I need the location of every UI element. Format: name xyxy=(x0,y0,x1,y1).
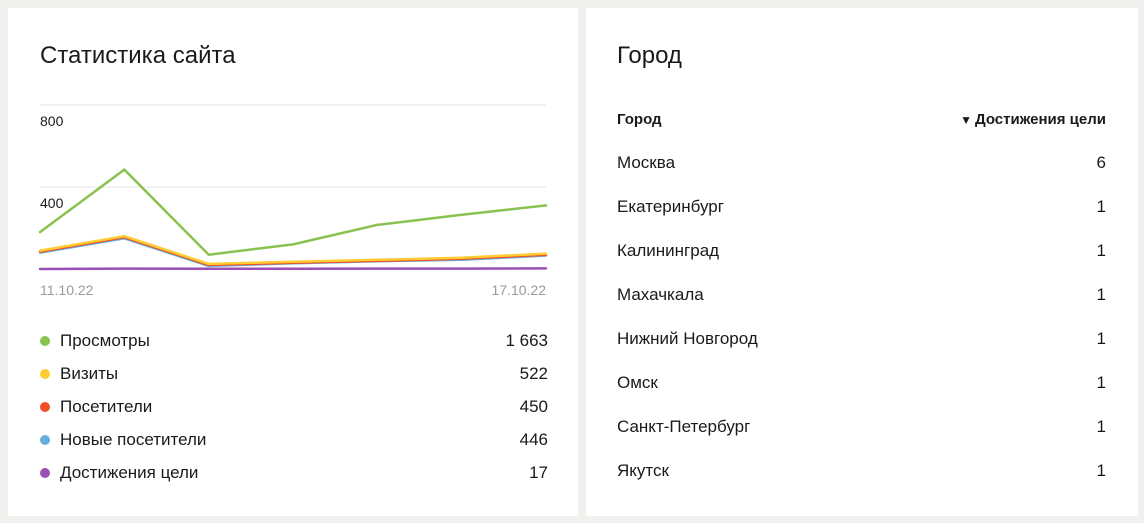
legend-value: 450 xyxy=(519,396,548,416)
legend-value: 17 xyxy=(529,462,548,482)
goal-count-cell: 1 xyxy=(1096,329,1106,348)
city-cell: Екатеринбург xyxy=(617,197,724,216)
views-legend-dot-icon xyxy=(40,335,50,346)
city-cell: Калининград xyxy=(617,241,720,260)
city-cell: Якутск xyxy=(617,461,669,480)
table-row[interactable]: Якутск 1 xyxy=(617,449,1106,493)
site-stats-title: Статистика сайта xyxy=(40,42,236,69)
city-cell: Москва xyxy=(617,153,676,172)
goal-reaches-legend-dot-icon xyxy=(40,467,50,478)
legend-item-visits[interactable]: Визиты 522 xyxy=(40,357,548,390)
y-tick-label: 400 xyxy=(40,195,64,211)
goal-header-label: Достижения цели xyxy=(974,110,1106,128)
legend-label: Достижения цели xyxy=(60,462,199,482)
goal-count-cell: 1 xyxy=(1096,241,1106,260)
city-card-title: Город xyxy=(617,42,682,69)
series-line xyxy=(38,168,548,256)
city-column-header[interactable]: Город xyxy=(617,110,662,128)
legend-value: 446 xyxy=(519,429,548,449)
legend-label: Новые посетители xyxy=(60,429,207,449)
new-visitors-legend-dot-icon xyxy=(40,434,50,445)
legend-label: Просмотры xyxy=(60,330,150,350)
x-tick-label: 17.10.22 xyxy=(492,282,547,298)
table-row[interactable]: Москва 6 xyxy=(617,141,1106,185)
table-header-row: Город ▼ Достижения цели xyxy=(617,97,1106,141)
series-line xyxy=(38,267,548,271)
goal-count-cell: 1 xyxy=(1096,373,1106,392)
city-cell: Санкт-Петербург xyxy=(617,417,751,436)
legend-label: Посетители xyxy=(60,396,153,416)
table-row[interactable]: Санкт-Петербург 1 xyxy=(617,405,1106,449)
legend-item-visitors[interactable]: Посетители 450 xyxy=(40,390,548,423)
site-stats-card: Статистика сайта 800 400 11.10.22 17.10.22 … xyxy=(8,8,578,516)
legend-value: 522 xyxy=(519,363,548,383)
table-row[interactable]: Омск 1 xyxy=(617,361,1106,405)
legend-value: 1 663 xyxy=(505,330,548,350)
city-cell: Махачкала xyxy=(617,285,704,304)
city-table: Город ▼ Достижения цели Москва 6 Екатерин… xyxy=(617,97,1106,493)
table-row[interactable]: Махачкала 1 xyxy=(617,273,1106,317)
legend-item-views[interactable]: Просмотры 1 663 xyxy=(40,324,548,357)
table-row[interactable]: Нижний Новгород 1 xyxy=(617,317,1106,361)
y-tick-label: 800 xyxy=(40,113,64,129)
legend-item-goal-reaches[interactable]: Достижения цели 17 xyxy=(40,456,548,489)
goal-count-cell: 1 xyxy=(1096,417,1106,436)
visitors-legend-dot-icon xyxy=(40,401,50,412)
goal-count-cell: 1 xyxy=(1096,285,1106,304)
visits-legend-dot-icon xyxy=(40,368,50,379)
goal-count-cell: 1 xyxy=(1096,461,1106,480)
goal-count-cell: 1 xyxy=(1096,197,1106,216)
legend-item-new-visitors[interactable]: Новые посетители 446 xyxy=(40,423,548,456)
city-card: Город Город ▼ Достижения цели Москва 6 Ек… xyxy=(586,8,1138,516)
chart-legend: Просмотры 1 663 Визиты 522 Посетители 45… xyxy=(40,324,548,489)
goal-count-cell: 6 xyxy=(1096,153,1106,172)
sort-desc-icon: ▼ xyxy=(960,112,972,127)
table-row[interactable]: Екатеринбург 1 xyxy=(617,185,1106,229)
x-tick-label: 11.10.22 xyxy=(40,282,94,298)
legend-label: Визиты xyxy=(60,363,119,383)
city-cell: Нижний Новгород xyxy=(617,329,758,348)
site-stats-line-chart[interactable]: 800 400 11.10.22 17.10.22 xyxy=(8,8,578,308)
city-cell: Омск xyxy=(617,373,658,392)
table-row[interactable]: Калининград 1 xyxy=(617,229,1106,273)
series-line xyxy=(38,234,548,266)
goal-reaches-column-header[interactable]: ▼ Достижения цели xyxy=(857,97,1106,141)
